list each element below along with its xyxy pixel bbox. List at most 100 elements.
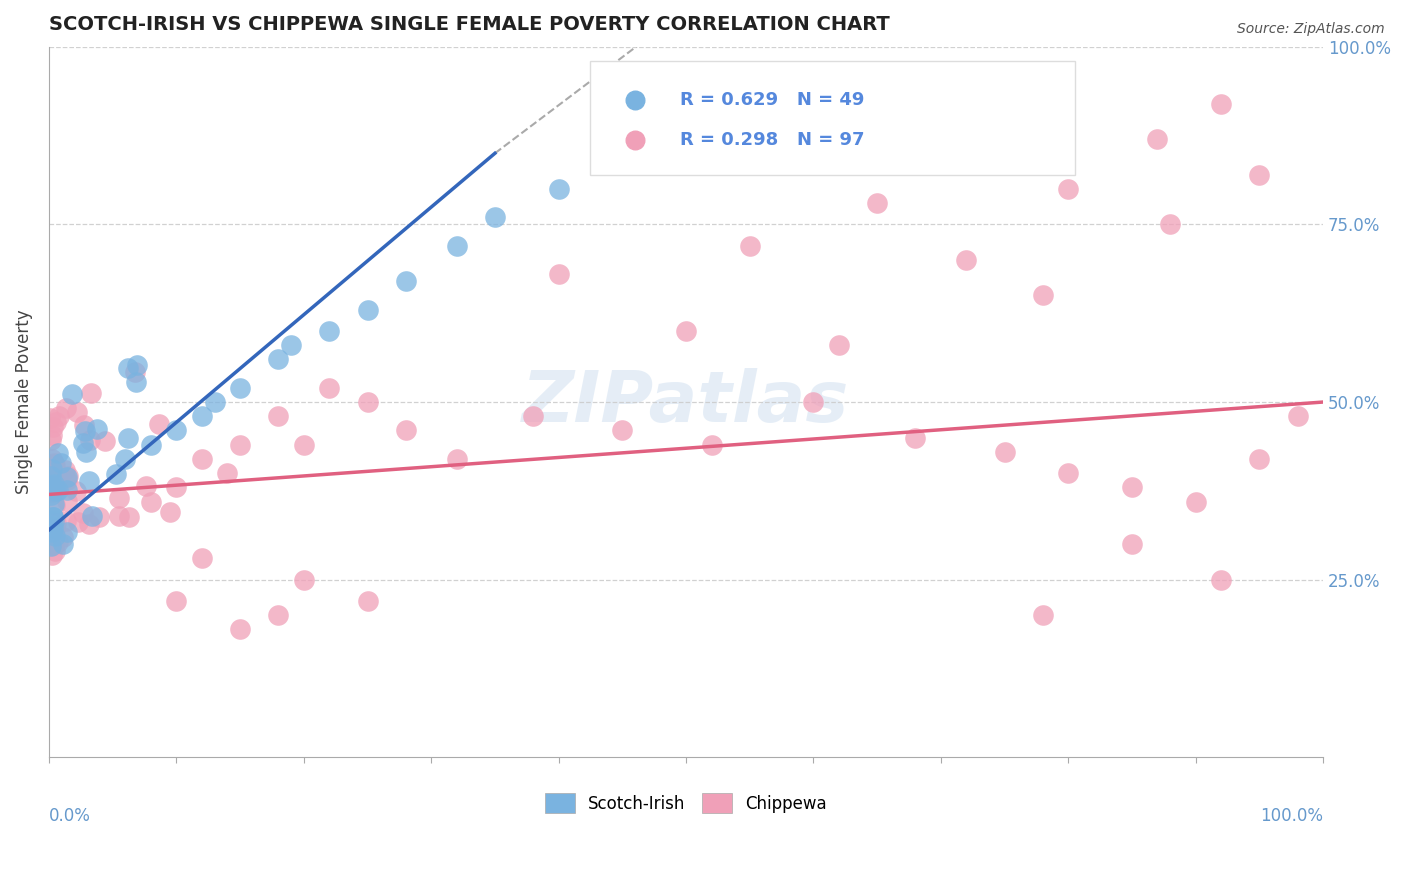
Point [624, 133, 647, 147]
Point [217, 466, 239, 480]
Point [1032, 288, 1054, 302]
Point [547, 267, 569, 281]
Point [46, 483, 69, 497]
Point [44, 456, 66, 470]
Point [191, 409, 214, 424]
Point [1211, 96, 1233, 111]
Point [52, 537, 75, 551]
Point [522, 409, 544, 424]
Point [55, 401, 77, 416]
Point [87, 509, 110, 524]
Point [125, 375, 148, 389]
Point [49, 456, 72, 470]
Text: R = 0.298   N = 97: R = 0.298 N = 97 [679, 130, 865, 149]
Point [1121, 537, 1143, 551]
Point [292, 438, 315, 452]
Point [80, 508, 103, 523]
Point [41, 428, 63, 442]
Point [56, 474, 79, 488]
Point [117, 360, 139, 375]
Point [117, 431, 139, 445]
Point [41, 524, 63, 539]
FancyBboxPatch shape [591, 61, 1074, 175]
Point [73, 424, 96, 438]
Point [1146, 132, 1168, 146]
Point [395, 424, 418, 438]
Point [77, 516, 100, 531]
Point [624, 93, 647, 107]
Point [42, 420, 65, 434]
Point [53, 463, 76, 477]
Point [39, 411, 62, 425]
Point [44, 543, 66, 558]
Point [159, 505, 181, 519]
Point [292, 573, 315, 587]
Point [135, 479, 157, 493]
Point [356, 594, 378, 608]
Text: SCOTCH-IRISH VS CHIPPEWA SINGLE FEMALE POVERTY CORRELATION CHART: SCOTCH-IRISH VS CHIPPEWA SINGLE FEMALE P… [49, 15, 890, 34]
Point [1211, 573, 1233, 587]
Point [994, 444, 1017, 458]
Point [44, 515, 66, 529]
Point [39, 469, 62, 483]
Point [41, 548, 63, 562]
Point [1032, 608, 1054, 623]
Point [39, 539, 62, 553]
Point [56, 468, 79, 483]
Point [904, 431, 927, 445]
Point [700, 438, 723, 452]
Point [108, 491, 131, 506]
Point [42, 474, 65, 488]
Point [124, 365, 146, 379]
Point [446, 451, 468, 466]
Point [60, 387, 83, 401]
Point [44, 476, 66, 491]
Point [44, 522, 66, 536]
Point [446, 238, 468, 252]
Point [46, 446, 69, 460]
Point [267, 409, 290, 424]
Point [42, 498, 65, 512]
Point [229, 381, 252, 395]
Point [72, 506, 94, 520]
Point [56, 525, 79, 540]
Text: ZIPatlas: ZIPatlas [523, 368, 849, 436]
Point [39, 433, 62, 447]
Point [42, 510, 65, 524]
Point [79, 474, 101, 488]
Y-axis label: Single Female Poverty: Single Female Poverty [15, 310, 32, 494]
Point [165, 594, 187, 608]
Point [139, 494, 162, 508]
Point [267, 608, 290, 623]
Point [803, 395, 825, 409]
Point [395, 274, 418, 288]
Point [42, 482, 65, 496]
Point [139, 438, 162, 452]
Point [56, 470, 79, 484]
Point [104, 467, 127, 481]
Point [1286, 409, 1309, 424]
Point [1249, 168, 1271, 182]
Point [48, 409, 70, 423]
Point [127, 358, 149, 372]
Point [45, 415, 67, 429]
Point [44, 457, 66, 471]
Point [1249, 451, 1271, 466]
Point [828, 338, 851, 352]
Point [1159, 218, 1181, 232]
Point [1057, 182, 1080, 196]
Point [318, 324, 340, 338]
Point [191, 551, 214, 566]
Point [318, 381, 340, 395]
Point [1057, 466, 1080, 480]
Point [866, 196, 889, 211]
Legend: Scotch-Irish, Chippewa: Scotch-Irish, Chippewa [538, 787, 834, 820]
Point [114, 451, 136, 466]
Point [79, 433, 101, 447]
Point [1184, 494, 1206, 508]
Point [42, 523, 65, 537]
Point [39, 488, 62, 502]
Point [55, 515, 77, 529]
Point [94, 434, 117, 448]
Point [955, 252, 977, 267]
